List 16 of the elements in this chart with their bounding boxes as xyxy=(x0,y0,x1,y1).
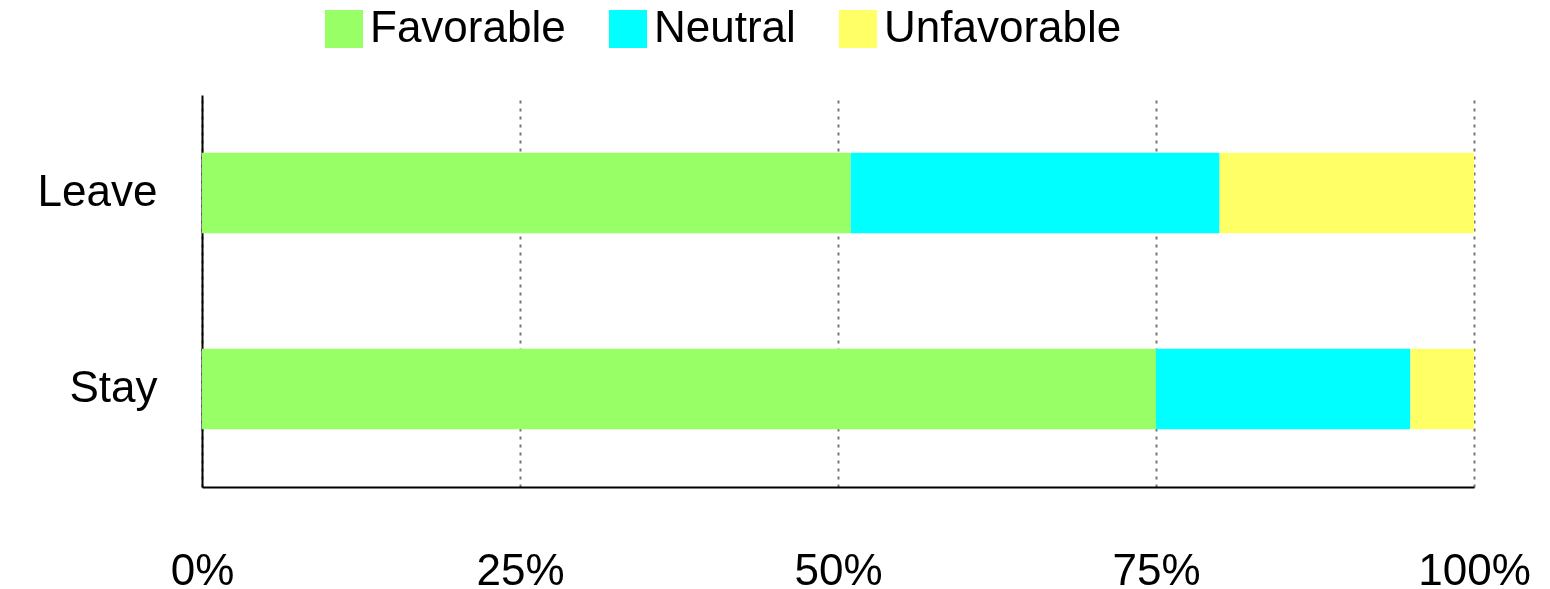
legend-label: Unfavorable xyxy=(884,2,1122,51)
x-tick-label: 0% xyxy=(170,544,235,589)
x-tick-label: 50% xyxy=(794,544,883,589)
bar xyxy=(202,152,851,234)
legend-label: Neutral xyxy=(654,2,796,51)
y-tick-label: Stay xyxy=(69,362,158,411)
legend-label: Favorable xyxy=(370,2,566,51)
x-tick-label: 25% xyxy=(476,544,565,589)
y-tick-label: Leave xyxy=(37,166,158,215)
x-tick-label: 100% xyxy=(1418,544,1531,589)
bar xyxy=(1156,348,1411,430)
bar xyxy=(1410,348,1474,430)
bar xyxy=(850,152,1220,234)
bar xyxy=(1219,152,1474,234)
bar xyxy=(202,348,1156,430)
x-tick-label: 75% xyxy=(1112,544,1201,589)
